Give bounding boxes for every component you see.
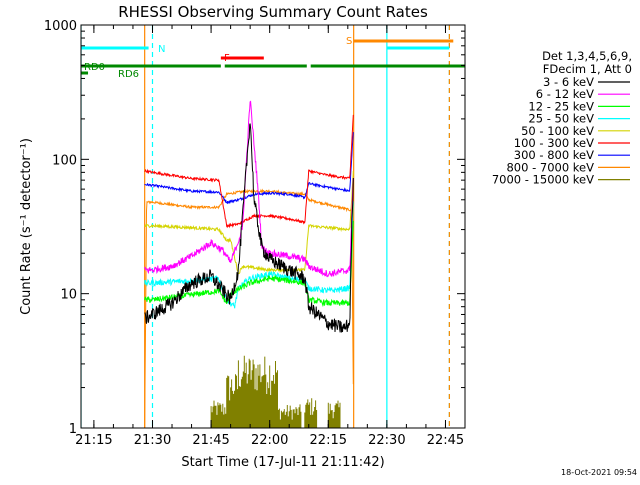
xtick-label-1: 21:30 [134,433,171,448]
series-6-12-kev [144,100,354,278]
x-axis-label: Start Time (17-Jul-11 21:11:42) [181,455,384,470]
flag-label-s: S [346,36,352,47]
legend-label-6: 300 - 800 keV [514,148,594,162]
y-axis-label: Count Rate (s⁻¹ detector⁻¹) [19,138,34,315]
series-25-50-kev [144,201,354,309]
footer-date: 18-Oct-2021 09:54 [561,468,637,477]
legend-label-8: 7000 - 15000 keV [492,173,594,187]
legend-label-7: 800 - 7000 keV [506,160,594,174]
legend-label-5: 100 - 300 keV [514,136,594,150]
series-100-300-kev [144,114,354,229]
xtick-label-2: 21:45 [192,433,229,448]
legend-label-1: 6 - 12 keV [536,87,594,101]
series-12-25-kev [144,220,354,308]
ytick-label-0: 1 [69,422,77,437]
series-50-100-kev [144,170,354,275]
flag-label-f: F [224,53,230,64]
legend-label-2: 12 - 25 keV [528,99,594,113]
plot-frame [80,24,466,429]
ytick-label-1: 10 [60,288,77,303]
legend-header-0: Det 1,3,4,5,6,9, [542,49,632,63]
legend-label-0: 3 - 6 keV [543,75,594,89]
xtick-label-6: 22:45 [427,433,464,448]
xtick-label-3: 22:00 [251,433,288,448]
xtick-label-4: 22:15 [310,433,347,448]
flag-label-rd6: RD6 [118,69,139,80]
xtick-label-5: 22:30 [368,433,405,448]
chart-title: RHESSI Observing Summary Count Rates [118,3,428,21]
flag-label-n: N [158,44,165,55]
legend-header-1: FDecim 1, Att 0 [543,62,632,76]
series-7000-15000-kev [210,355,341,428]
series-800-7000-kev [144,188,354,428]
legend-label-4: 50 - 100 keV [521,124,594,138]
ytick-label-2: 100 [52,153,77,168]
legend-label-3: 25 - 50 keV [528,112,594,126]
plot-area [81,25,450,428]
series-3-6-kev [144,123,354,333]
series-300-800-kev [144,132,354,205]
xtick-label-0: 21:15 [75,433,112,448]
flag-label-rd0: RD0 [84,62,105,73]
ytick-label-3: 1000 [44,19,77,34]
